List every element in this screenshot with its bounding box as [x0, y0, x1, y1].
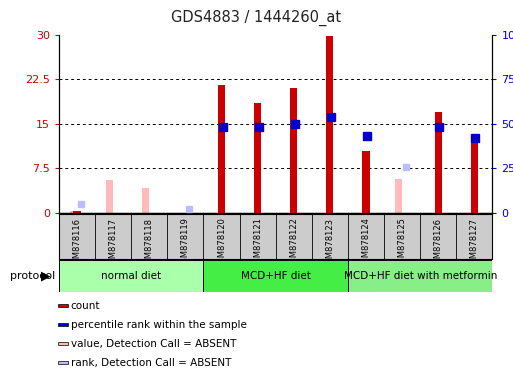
Bar — [58, 323, 68, 326]
Bar — [106, 180, 113, 213]
Bar — [254, 103, 261, 213]
Bar — [58, 361, 68, 364]
Text: GSM878122: GSM878122 — [289, 217, 298, 268]
Bar — [218, 85, 225, 213]
Bar — [435, 112, 442, 213]
Bar — [142, 188, 149, 213]
Text: ▶: ▶ — [42, 270, 51, 283]
Bar — [290, 88, 298, 213]
Bar — [348, 260, 492, 292]
Bar — [326, 36, 333, 213]
Text: GSM878125: GSM878125 — [398, 217, 407, 268]
Bar — [70, 211, 77, 213]
Text: percentile rank within the sample: percentile rank within the sample — [71, 319, 247, 329]
Text: value, Detection Call = ABSENT: value, Detection Call = ABSENT — [71, 339, 236, 349]
Text: GDS4883 / 1444260_at: GDS4883 / 1444260_at — [171, 10, 342, 26]
Text: GSM878116: GSM878116 — [72, 217, 82, 268]
Bar — [363, 151, 370, 213]
Bar — [58, 304, 68, 307]
Text: MCD+HF diet with metformin: MCD+HF diet with metformin — [344, 271, 497, 281]
Text: GSM878126: GSM878126 — [434, 217, 443, 268]
Text: GSM878118: GSM878118 — [145, 217, 154, 268]
Text: GSM878123: GSM878123 — [325, 217, 334, 268]
Text: protocol: protocol — [10, 271, 55, 281]
Text: GSM878117: GSM878117 — [109, 217, 117, 268]
Text: GSM878120: GSM878120 — [217, 217, 226, 268]
Bar — [59, 260, 204, 292]
Text: GSM878119: GSM878119 — [181, 217, 190, 268]
Text: normal diet: normal diet — [101, 271, 161, 281]
Text: count: count — [71, 301, 100, 311]
Bar — [204, 260, 348, 292]
Text: GSM878127: GSM878127 — [470, 217, 479, 268]
Text: GSM878121: GSM878121 — [253, 217, 262, 268]
Text: rank, Detection Call = ABSENT: rank, Detection Call = ABSENT — [71, 358, 231, 367]
Bar — [73, 211, 81, 213]
Bar — [58, 342, 68, 345]
Text: GSM878124: GSM878124 — [362, 217, 370, 268]
Bar — [471, 139, 478, 213]
Bar — [394, 179, 402, 213]
Text: MCD+HF diet: MCD+HF diet — [241, 271, 311, 281]
